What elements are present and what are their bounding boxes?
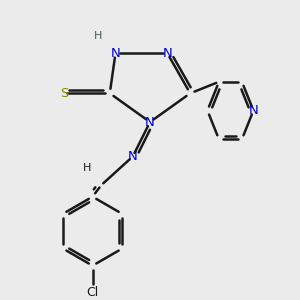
Text: N: N: [145, 116, 155, 128]
Text: N: N: [128, 150, 138, 163]
Text: N: N: [162, 46, 172, 60]
Text: H: H: [82, 163, 91, 173]
Text: N: N: [248, 104, 258, 117]
Text: H: H: [94, 31, 103, 41]
Text: S: S: [60, 87, 68, 100]
Text: N: N: [111, 46, 120, 60]
Text: Cl: Cl: [86, 286, 99, 299]
